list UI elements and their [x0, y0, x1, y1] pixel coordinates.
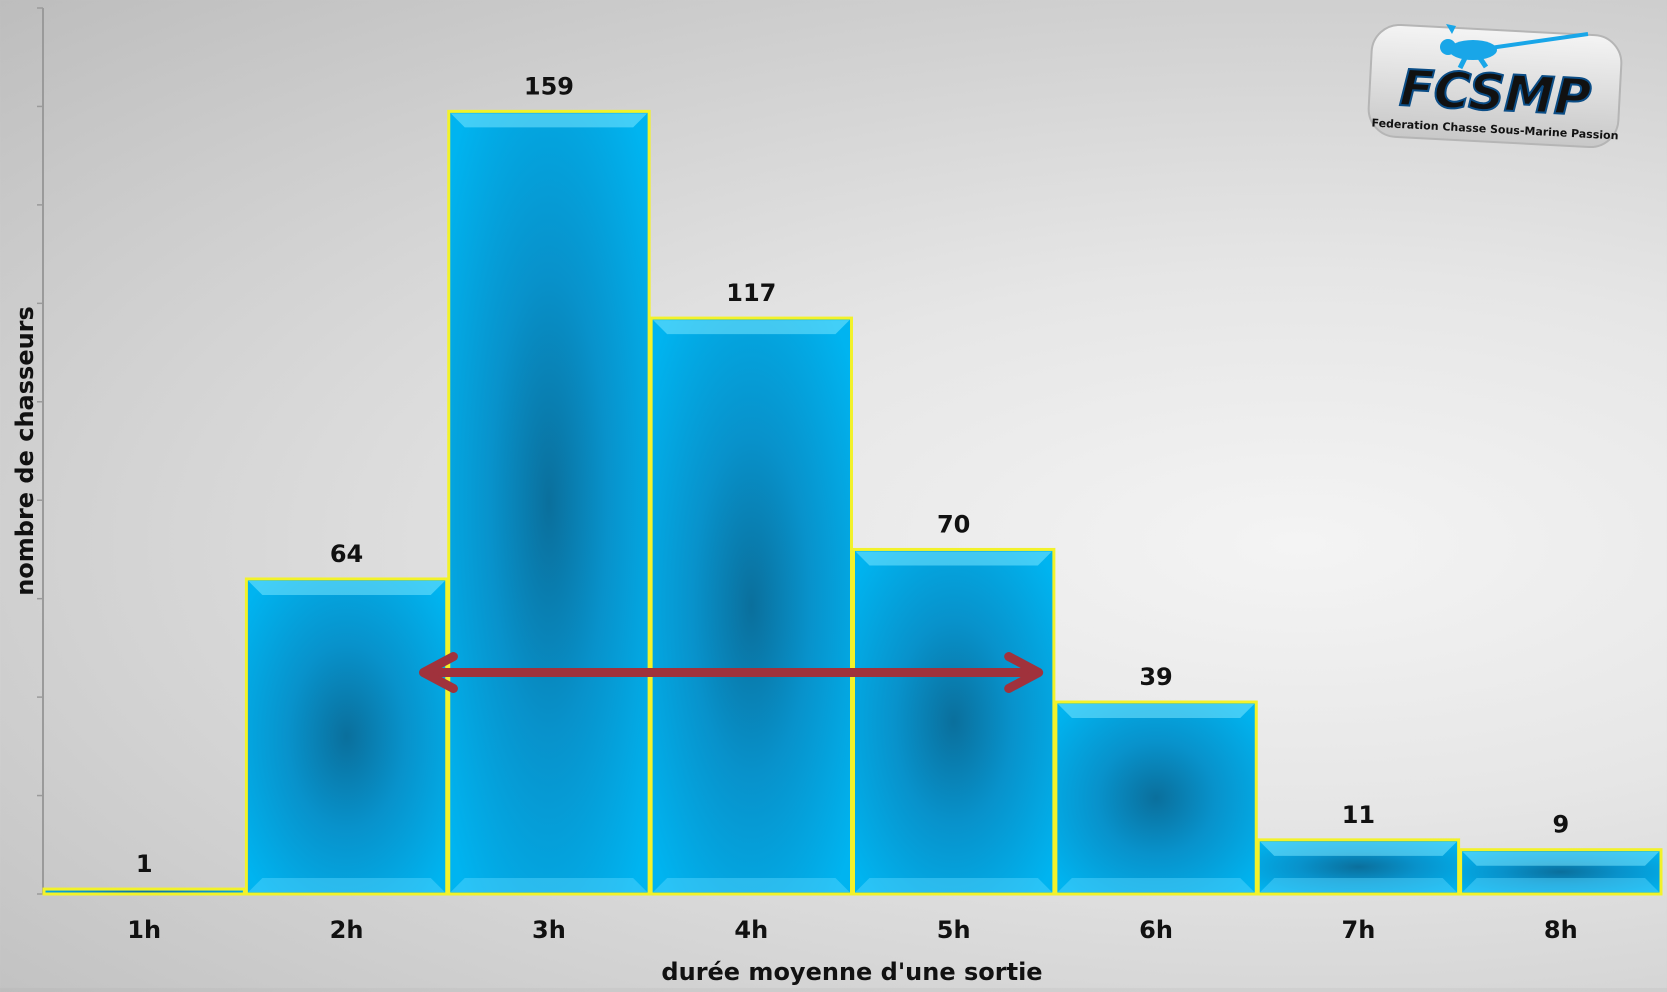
- bar-4h: [649, 316, 853, 896]
- logo-text: FCSMP: [1398, 59, 1592, 127]
- bar-bevel-bottom: [855, 878, 1052, 892]
- bar-bevel-top: [450, 113, 648, 128]
- value-label: 117: [726, 279, 776, 307]
- value-label: 9: [1552, 811, 1569, 839]
- value-label: 64: [330, 540, 363, 568]
- bar-1h: [42, 887, 246, 896]
- bar-7h: [1256, 838, 1461, 896]
- bar-bevel-top: [653, 320, 850, 335]
- diver-with-speargun-icon: [1440, 24, 1589, 70]
- x-tick-label: 1h: [127, 916, 161, 944]
- y-axis-ticks: [37, 7, 43, 895]
- bar-2h: [244, 577, 449, 896]
- bar-bevel-bottom: [653, 878, 850, 892]
- value-label: 159: [524, 72, 574, 100]
- bar-bevel-top: [248, 580, 445, 595]
- x-tick-label: 8h: [1544, 916, 1578, 944]
- bar-5h: [852, 547, 1056, 896]
- bar-rect: [244, 577, 449, 896]
- bar-bevel-top: [1057, 704, 1255, 719]
- bar-bevel-bottom: [1462, 878, 1659, 892]
- bar-bevel-bottom: [1260, 878, 1457, 892]
- arrow-head-left: [418, 652, 458, 693]
- fcsmp-logo: FCSMP Federation Chasse Sous-Marine Pass…: [1367, 23, 1623, 149]
- x-tick-label: 2h: [330, 916, 364, 944]
- bar-rect: [447, 109, 651, 896]
- bar-rect: [649, 316, 853, 896]
- bar-rect: [852, 547, 1056, 896]
- double-arrow-annotation: [418, 652, 1044, 693]
- x-axis-label: durée moyenne d'une sortie: [661, 958, 1042, 986]
- x-tick-label: 6h: [1139, 916, 1173, 944]
- x-tick-label: 5h: [937, 916, 971, 944]
- bar-bevel-top: [1462, 851, 1659, 866]
- bars-group: [42, 109, 1663, 896]
- bar-bevel-top: [855, 551, 1052, 566]
- x-tick-label: 7h: [1342, 916, 1376, 944]
- bar-3h: [447, 109, 651, 896]
- value-label: 70: [937, 510, 970, 538]
- value-labels-group: 1 64 159 117 70 39 11 9: [136, 72, 1569, 878]
- bar-bevel-bottom: [450, 878, 648, 892]
- bar-6h: [1054, 700, 1258, 896]
- bar-rect: [42, 887, 246, 896]
- arrow-head-right: [1004, 652, 1044, 693]
- value-label: 39: [1139, 663, 1172, 691]
- x-tick-labels-group: 1h 2h 3h 4h 5h 6h 7h 8h: [127, 916, 1577, 944]
- bar-bevel-top: [1260, 841, 1457, 856]
- x-tick-label: 4h: [734, 916, 768, 944]
- bar-rect: [1054, 700, 1258, 896]
- logo-badge: [1367, 23, 1623, 149]
- y-axis-label: nombre de chasseurs: [11, 306, 39, 596]
- value-label: 1: [136, 850, 153, 878]
- x-tick-label: 3h: [532, 916, 566, 944]
- bar-bevel-bottom: [248, 878, 445, 892]
- bar-bevel-bottom: [1057, 878, 1255, 892]
- value-label: 11: [1342, 801, 1375, 829]
- bar-8h: [1459, 848, 1663, 896]
